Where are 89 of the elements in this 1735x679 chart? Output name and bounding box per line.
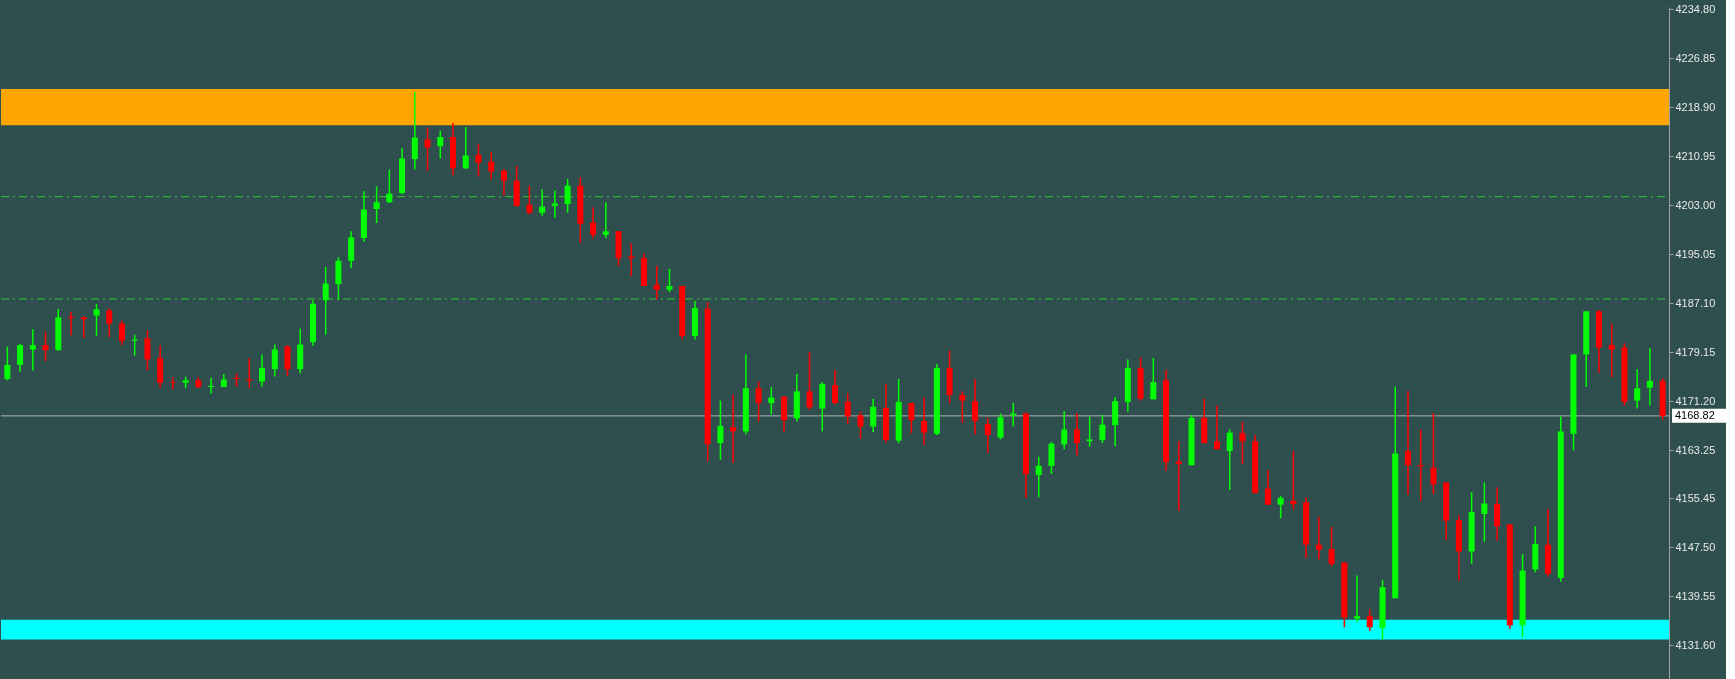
candlestick — [500, 168, 507, 197]
candlestick — [972, 378, 979, 436]
candlestick — [1608, 322, 1615, 378]
candlestick — [1073, 412, 1080, 457]
candlestick — [1035, 455, 1042, 499]
y-tick-label: 4218.90 — [1675, 100, 1716, 113]
candlestick — [832, 369, 838, 406]
candlestick — [1239, 421, 1246, 465]
candlestick — [870, 397, 877, 433]
candlestick — [781, 394, 788, 433]
y-tick-label: 4203.00 — [1675, 198, 1716, 211]
candlestick — [271, 343, 278, 378]
candlestick — [42, 330, 49, 362]
y-tick-label: 4139.55 — [1675, 589, 1716, 602]
candlestick — [1290, 450, 1297, 511]
y-tick-label: 4226.85 — [1675, 51, 1716, 64]
candlestick — [1366, 608, 1373, 632]
candlestick — [1328, 526, 1335, 568]
candlestick — [386, 168, 393, 204]
y-tick-label: 4163.25 — [1675, 443, 1716, 456]
candlestick — [259, 353, 266, 388]
candlestick — [1481, 481, 1488, 543]
y-tick-label: 4210.95 — [1675, 149, 1716, 162]
candlestick — [526, 184, 533, 216]
candlestick — [1634, 368, 1641, 410]
candlestick — [602, 201, 609, 239]
candlestick — [1430, 412, 1437, 495]
candlestick — [475, 142, 482, 178]
candlestick — [666, 268, 673, 293]
candlestick — [144, 329, 151, 372]
candlestick — [93, 303, 100, 337]
candlestick — [17, 343, 24, 373]
candlestick — [1048, 441, 1055, 475]
candlestick — [1086, 415, 1093, 448]
candlestick — [284, 344, 291, 377]
candlestick — [857, 410, 864, 440]
y-tick-label: 4195.05 — [1675, 247, 1716, 260]
candlestick — [1213, 404, 1220, 450]
candlestick — [1264, 469, 1271, 506]
ref-line-label: 4168.82 — [1675, 408, 1715, 421]
candlestick — [1404, 390, 1411, 496]
candlestick — [4, 345, 11, 382]
candlestick — [1150, 357, 1157, 401]
candlestick — [984, 417, 991, 454]
candlestick — [1099, 414, 1106, 444]
candlestick — [768, 386, 775, 415]
candlestick — [908, 402, 915, 434]
candlestick — [488, 151, 495, 181]
candlestick — [335, 256, 342, 301]
y-tick-label: 4171.20 — [1675, 394, 1716, 407]
y-tick-label: 4131.60 — [1675, 638, 1716, 651]
y-tick-label: 4187.10 — [1675, 296, 1716, 309]
candlestick — [717, 399, 724, 461]
candlestick — [1315, 516, 1322, 561]
candlestick — [628, 242, 635, 277]
candlestick — [373, 185, 380, 224]
candlestick — [169, 376, 176, 391]
y-tick-label: 4147.50 — [1675, 540, 1716, 553]
candlestick — [844, 392, 851, 425]
candlestick — [730, 393, 737, 464]
candlestick — [322, 266, 329, 336]
y-tick-label: 4179.15 — [1675, 345, 1716, 358]
candlestick — [118, 319, 125, 346]
candlestick — [755, 380, 762, 423]
candlestick — [1494, 486, 1501, 542]
candlestick — [411, 91, 418, 171]
candlestick — [80, 315, 87, 339]
candlestick — [997, 412, 1004, 441]
candlestick — [564, 178, 571, 214]
candlestick — [806, 351, 813, 411]
y-tick-label: 4234.80 — [1675, 2, 1716, 15]
candlestick — [590, 206, 597, 240]
candlestick — [653, 264, 660, 301]
candlestick — [921, 396, 928, 446]
candlestick — [1226, 428, 1233, 491]
candlestick — [106, 307, 113, 338]
y-tick-label: 4155.45 — [1675, 491, 1716, 504]
candlestick — [1646, 347, 1653, 407]
candlestick — [424, 126, 431, 172]
candlestick — [462, 126, 469, 170]
candlestick — [539, 188, 546, 217]
candlestick — [1061, 410, 1068, 450]
candlestick — [1354, 574, 1361, 624]
candlestick — [959, 390, 966, 424]
candlestick — [437, 130, 444, 160]
candlestick — [348, 230, 355, 269]
candlestick — [29, 328, 36, 372]
candlestick — [1277, 495, 1284, 519]
candlestick — [551, 189, 558, 219]
